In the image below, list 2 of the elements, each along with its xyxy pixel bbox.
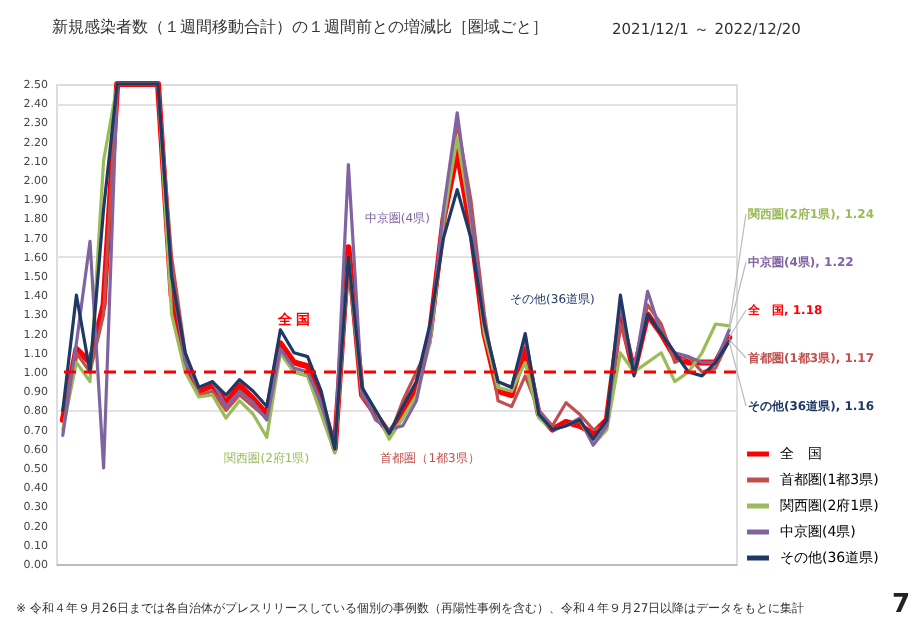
chart-title: 新規感染者数（１週間移動合計）の１週間前との増減比［圏域ごと］ [52,18,548,36]
text: 7 [892,590,911,620]
